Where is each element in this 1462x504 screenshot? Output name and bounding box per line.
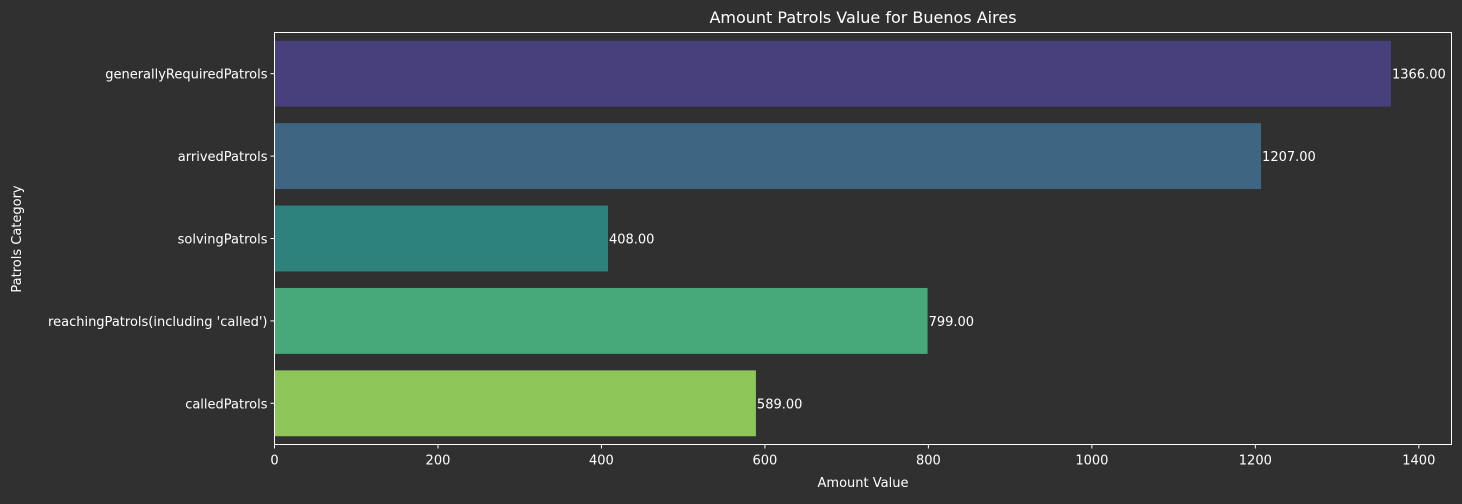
- data-label-1: 1207.00: [1262, 150, 1316, 165]
- y-ticks-layer: generallyRequiredPatrols arrivedPatrols so…: [48, 68, 275, 412]
- y-tick-label-4: calledPatrols: [185, 397, 268, 412]
- y-tick-label-3: reachingPatrols(including 'called'): [48, 315, 267, 330]
- x-tick-label-5: 1000: [1075, 454, 1108, 469]
- x-tick-label-3: 600: [753, 454, 778, 469]
- plot-frame: [274, 32, 1452, 445]
- y-tick-label-1: arrivedPatrols: [178, 150, 268, 165]
- x-tick-label-0: 0: [270, 454, 278, 469]
- bars-layer: [274, 40, 1392, 437]
- data-labels-layer: 1366.00 1207.00 408.00 799.00 589.00: [609, 68, 1446, 413]
- x-tick-label-2: 400: [589, 454, 614, 469]
- x-tick-label-4: 800: [916, 454, 941, 469]
- bar-3: [274, 287, 928, 354]
- x-ticks-layer: 0 200 400 600 800 1000 1200 1400: [270, 444, 1435, 469]
- chart-title: Amount Patrols Value for Buenos Aires: [709, 8, 1016, 27]
- bar-0: [274, 40, 1392, 107]
- y-tick-label-0: generallyRequiredPatrols: [105, 68, 268, 83]
- data-label-3: 799.00: [929, 315, 975, 330]
- y-tick-label-2: solvingPatrols: [178, 233, 268, 248]
- x-axis-label: Amount Value: [818, 476, 909, 491]
- bar-1: [274, 123, 1262, 190]
- x-tick-label-1: 200: [426, 454, 451, 469]
- y-axis-label: Patrols Category: [10, 185, 25, 293]
- data-label-2: 408.00: [609, 233, 655, 248]
- data-label-4: 589.00: [757, 397, 803, 412]
- bar-4: [274, 370, 756, 437]
- x-tick-label-7: 1400: [1402, 454, 1435, 469]
- bar-2: [274, 205, 608, 272]
- x-tick-label-6: 1200: [1239, 454, 1272, 469]
- data-label-0: 1366.00: [1392, 68, 1446, 83]
